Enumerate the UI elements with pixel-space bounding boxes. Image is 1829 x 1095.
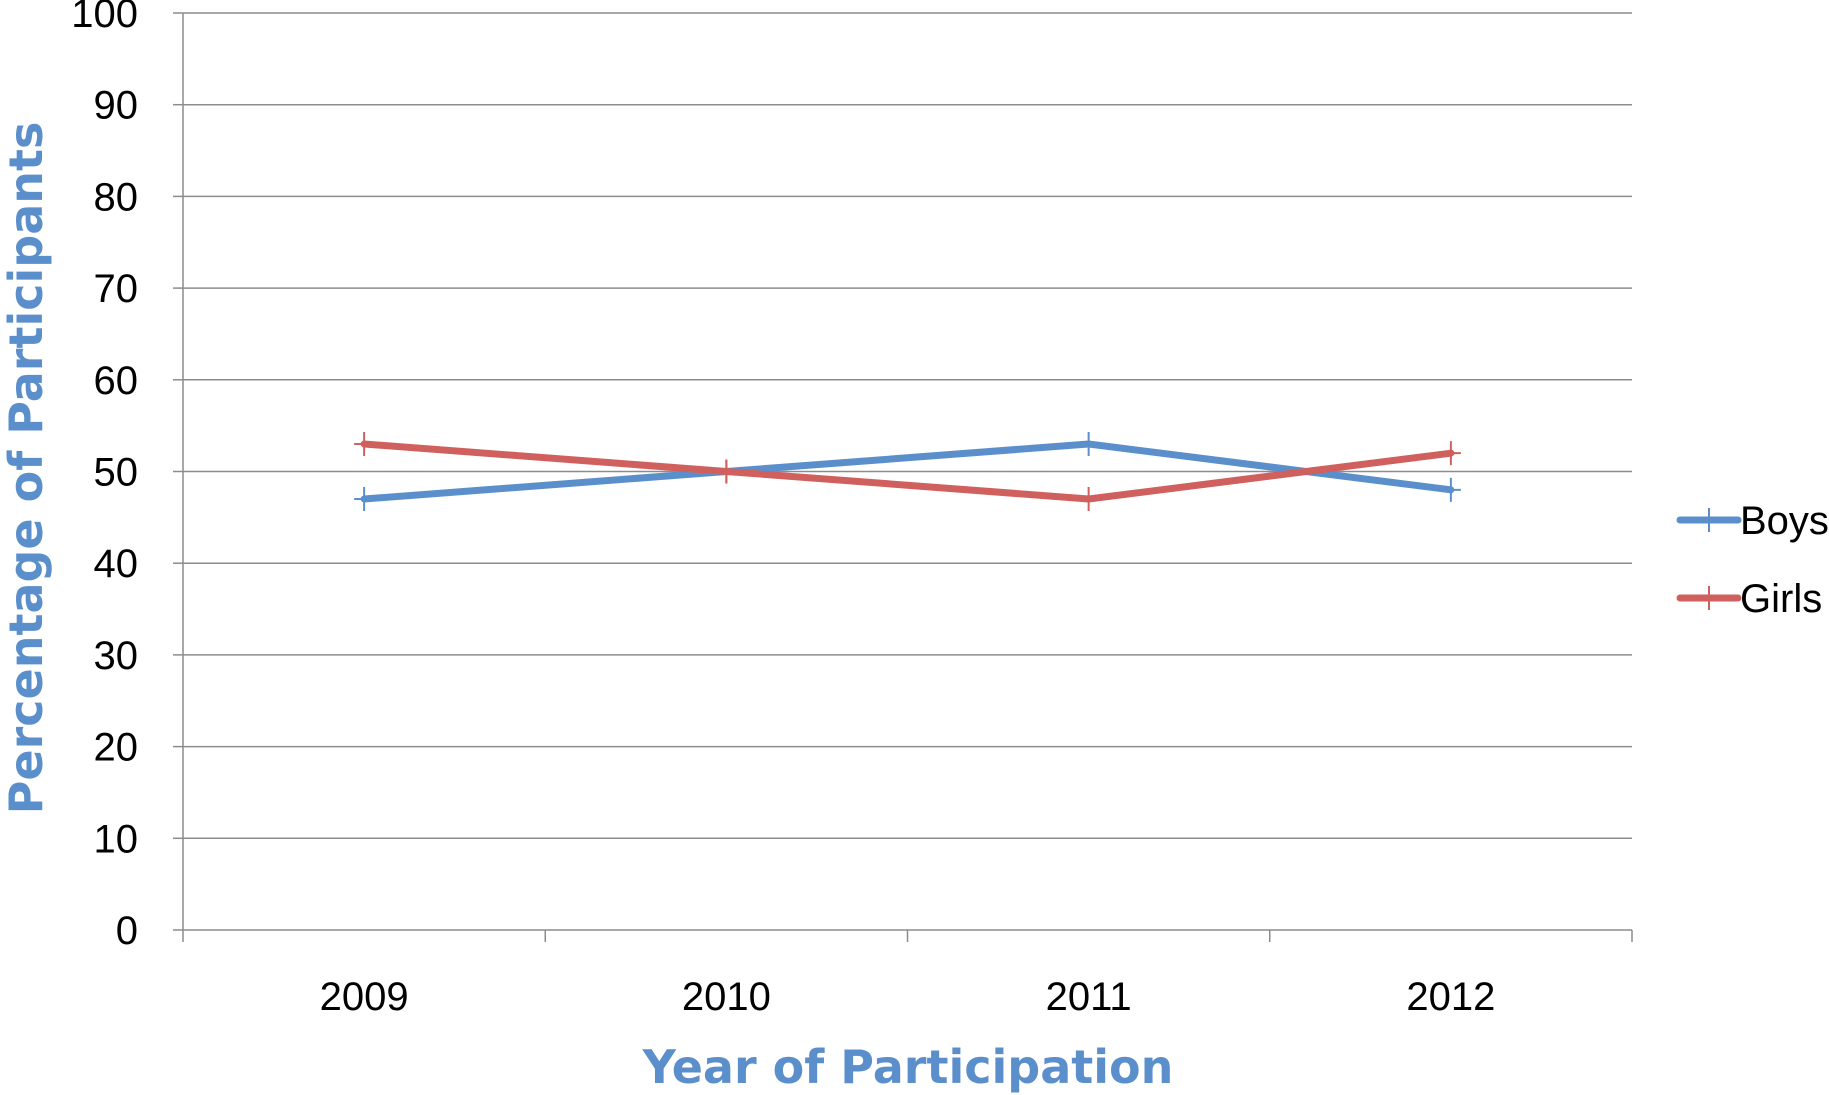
legend-item-boys: Boys: [1676, 499, 1829, 543]
y-tick-label: 40: [94, 542, 139, 586]
data-point-boys: [1440, 477, 1461, 502]
legend: Boys Girls: [1676, 499, 1829, 621]
y-axis-title: Percentage of Participants: [0, 122, 53, 815]
y-tick-label: 80: [94, 175, 139, 219]
grid-lines: [183, 12, 1632, 840]
y-tick-labels: 0 10 20 30 40 50 60 70 80 90 100: [71, 0, 138, 953]
legend-item-girls: Girls: [1676, 577, 1822, 621]
data-point-boys: [354, 487, 375, 512]
data-point-girls: [1440, 441, 1461, 466]
series-line-girls: [360, 440, 1455, 503]
y-tick-label: 20: [94, 726, 139, 770]
y-tick-label: 30: [94, 634, 139, 678]
data-point-girls: [354, 431, 375, 456]
x-tick-label: 2010: [682, 975, 771, 1019]
y-tick-label: 50: [94, 451, 139, 495]
data-point-girls: [716, 459, 737, 484]
y-tick-label: 90: [94, 84, 139, 128]
legend-label: Girls: [1740, 577, 1822, 621]
x-tick-label: 2009: [320, 975, 409, 1019]
series-lines: [354, 431, 1461, 512]
axes: [173, 12, 1633, 942]
data-point-girls: [1078, 487, 1099, 512]
y-tick-label: 60: [94, 359, 139, 403]
data-point-boys: [1078, 431, 1099, 456]
x-tick-label: 2011: [1046, 975, 1132, 1019]
series-line-boys: [360, 440, 1455, 503]
x-axis-title: Year of Participation: [642, 1040, 1174, 1094]
x-tick-label: 2012: [1406, 975, 1495, 1019]
y-tick-label: 10: [94, 817, 139, 861]
y-tick-label: 70: [94, 267, 139, 311]
y-tick-label: 0: [116, 909, 138, 953]
x-tick-labels: 2009 2010 2011 2012: [320, 975, 1496, 1019]
y-tick-label: 100: [71, 0, 138, 36]
legend-label: Boys: [1740, 499, 1829, 543]
